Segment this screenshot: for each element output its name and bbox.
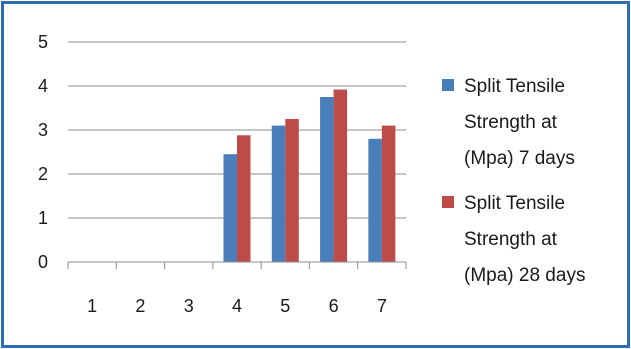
y-tick-label: 5 — [38, 32, 48, 52]
y-tick-label: 1 — [38, 208, 48, 228]
bar-series1-cat-4 — [223, 154, 237, 262]
bar-series2-cat-7 — [381, 125, 396, 262]
bar-series1-cat-6 — [320, 97, 334, 262]
y-tick-label: 0 — [38, 252, 48, 272]
x-tick-label: 3 — [184, 296, 194, 316]
legend-label-line: Split Tensile — [464, 76, 565, 97]
bar-series1-cat-5 — [271, 125, 286, 262]
bars — [223, 89, 396, 263]
legend-label-line: Strength at — [464, 229, 558, 250]
y-tick-label: 2 — [38, 164, 48, 184]
legend-label-line: (Mpa) 7 days — [464, 148, 575, 169]
x-tick-label: 4 — [232, 296, 242, 316]
x-tick-label: 1 — [87, 296, 97, 316]
legend-item-series2: Split Tensile Strength at (Mpa) 28 days — [442, 193, 585, 286]
legend-label-line: Strength at — [464, 112, 558, 133]
bar-series2-cat-6 — [333, 89, 348, 263]
bar-series1-cat-7 — [368, 138, 382, 262]
bar-series2-cat-5 — [285, 119, 299, 262]
bar-chart: 0 1 2 3 4 5 1 2 3 4 5 6 7 Split Tensile Strength at (… — [38, 32, 585, 316]
y-tick-label: 4 — [38, 76, 48, 96]
legend-swatch — [442, 79, 454, 91]
y-tick-label: 3 — [38, 120, 48, 140]
legend-item-series1: Split Tensile Strength at (Mpa) 7 days — [442, 76, 575, 169]
legend-label-line: (Mpa) 28 days — [464, 265, 585, 286]
x-axis — [67, 261, 407, 269]
y-axis-tick-labels: 0 1 2 3 4 5 — [38, 32, 48, 272]
legend-label-line: Split Tensile — [464, 193, 565, 214]
bar-series2-cat-4 — [237, 135, 251, 262]
x-tick-label: 5 — [280, 296, 290, 316]
x-tick-label: 7 — [377, 296, 387, 316]
x-tick-label: 2 — [135, 296, 145, 316]
x-axis-tick-labels: 1 2 3 4 5 6 7 — [87, 296, 387, 316]
gridlines — [68, 41, 406, 219]
legend-swatch — [442, 196, 454, 208]
x-tick-label: 6 — [329, 296, 339, 316]
